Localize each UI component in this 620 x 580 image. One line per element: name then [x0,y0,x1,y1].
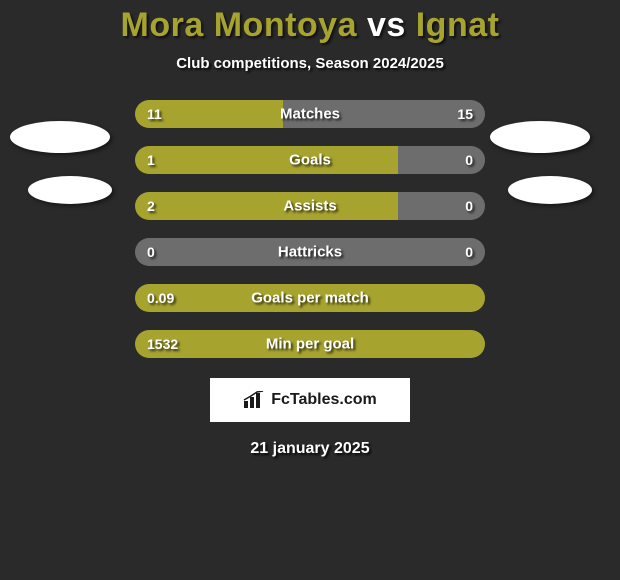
stats-list: Matches1115Goals10Assists20Hattricks00Go… [135,100,485,358]
subtitle: Club competitions, Season 2024/2025 [176,55,444,72]
chart-icon [243,391,267,409]
stat-label: Goals per match [251,290,369,307]
club-badge [28,176,112,204]
stat-value-right: 15 [457,106,473,122]
stat-value-right: 0 [465,152,473,168]
stat-value-left: 1 [147,152,155,168]
stat-row: Matches 11 15 [135,100,485,128]
page-title: Mora Montoya vs Ignat [121,6,500,45]
bar-left [135,192,398,220]
stat-row: Goals per match 0.09 [135,284,485,312]
stat-label: Goals [289,152,331,169]
title-vs: vs [367,6,406,44]
stat-label: Assists [283,198,336,215]
stat-value-right: 0 [465,198,473,214]
stat-label: Matches [280,106,340,123]
stat-row: Goals 1 0 [135,146,485,174]
club-badge [10,121,110,153]
branding-badge: FcTables.com [210,378,410,422]
title-player1: Mora Montoya [121,6,357,44]
stat-label: Min per goal [266,336,354,353]
stat-value-left: 11 [147,106,162,122]
branding-text: FcTables.com [271,391,377,409]
stat-value-right: 0 [465,244,473,260]
stat-row: Hattricks 0 0 [135,238,485,266]
stat-value-left: 0 [147,244,155,260]
stat-value-left: 0.09 [147,290,174,306]
club-badge [508,176,592,204]
stat-value-left: 1532 [147,336,178,352]
stat-label: Hattricks [278,244,342,261]
bar-left [135,146,398,174]
club-badge [490,121,590,153]
title-player2: Ignat [416,6,500,44]
stat-row: Assists 2 0 [135,192,485,220]
stat-value-left: 2 [147,198,155,214]
date-label: 21 january 2025 [250,440,369,458]
stat-row: Min per goal 1532 [135,330,485,358]
